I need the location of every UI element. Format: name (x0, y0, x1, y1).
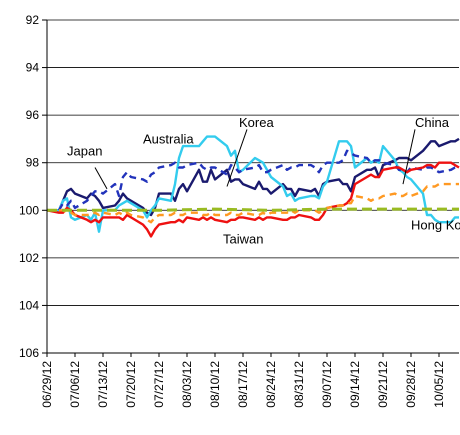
y-tick-label: 104 (19, 298, 39, 312)
x-tick-label: 08/17/12 (236, 361, 250, 408)
annotation-label-japan: Japan (67, 144, 102, 159)
x-tick-label: 08/24/12 (264, 361, 278, 408)
series-lines (46, 135, 460, 238)
y-tick-labels: 92 94 96 98 100 102 104 106 (19, 13, 39, 360)
series-line-australia (47, 135, 459, 233)
y-tick-label: 96 (26, 108, 40, 122)
x-tick-label: 06/29/12 (40, 361, 54, 408)
annotation-label-china: China (415, 115, 450, 130)
annotation-label-taiwan: Taiwan (223, 232, 263, 247)
x-tick-labels: 06/29/12 07/06/12 07/13/12 07/20/12 07/27/12… (40, 361, 446, 408)
annotation-leader-0 (94, 167, 108, 190)
annotation-label-australia: Australia (143, 132, 194, 147)
y-tick-label: 98 (26, 156, 40, 170)
axes (42, 19, 459, 357)
y-tick-label: 102 (19, 251, 39, 265)
series-line-taiwan (47, 182, 459, 224)
x-tick-label: 10/05/12 (432, 361, 446, 408)
x-tick-label: 08/03/12 (180, 361, 194, 408)
x-tick-label: 09/21/12 (376, 361, 390, 408)
annotation-leader-1 (226, 129, 248, 187)
x-tick-label: 08/31/12 (292, 361, 306, 408)
gridlines (47, 19, 459, 306)
x-tick-label: 07/27/12 (152, 361, 166, 408)
x-tick-label: 07/20/12 (124, 361, 138, 408)
x-tick-label: 07/06/12 (68, 361, 82, 408)
y-tick-label: 100 (19, 203, 39, 217)
x-tick-label: 08/10/12 (208, 361, 222, 408)
annotation-leader-2 (402, 129, 416, 185)
y-tick-label: 94 (26, 61, 40, 75)
x-tick-label: 09/28/12 (404, 361, 418, 408)
x-tick-label: 07/13/12 (96, 361, 110, 408)
series-line-korea (46, 161, 460, 238)
x-tick-label: 09/07/12 (320, 361, 334, 408)
y-tick-label: 106 (19, 346, 39, 360)
annotation-label-hong-kong: Hong Kong (411, 217, 460, 232)
y-tick-label: 92 (26, 13, 40, 27)
series-line-china (47, 137, 460, 217)
annotation-label-korea: Korea (239, 115, 274, 130)
x-tick-label: 09/14/12 (348, 361, 362, 408)
annotations: Japan Australia Korea China Taiwan Hong Kong (67, 115, 460, 247)
